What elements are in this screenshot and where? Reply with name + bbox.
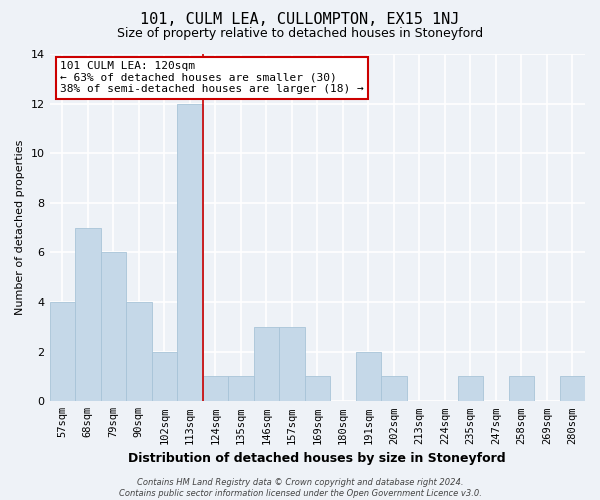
Bar bbox=[560, 376, 585, 402]
Bar bbox=[279, 327, 305, 402]
Bar bbox=[356, 352, 381, 402]
Y-axis label: Number of detached properties: Number of detached properties bbox=[15, 140, 25, 316]
Bar bbox=[50, 302, 75, 402]
Text: 101, CULM LEA, CULLOMPTON, EX15 1NJ: 101, CULM LEA, CULLOMPTON, EX15 1NJ bbox=[140, 12, 460, 28]
X-axis label: Distribution of detached houses by size in Stoneyford: Distribution of detached houses by size … bbox=[128, 452, 506, 465]
Bar bbox=[254, 327, 279, 402]
Bar bbox=[101, 252, 126, 402]
Bar bbox=[126, 302, 152, 402]
Bar bbox=[305, 376, 330, 402]
Bar bbox=[458, 376, 483, 402]
Bar bbox=[75, 228, 101, 402]
Bar bbox=[177, 104, 203, 402]
Text: Contains HM Land Registry data © Crown copyright and database right 2024.
Contai: Contains HM Land Registry data © Crown c… bbox=[119, 478, 481, 498]
Text: 101 CULM LEA: 120sqm
← 63% of detached houses are smaller (30)
38% of semi-detac: 101 CULM LEA: 120sqm ← 63% of detached h… bbox=[60, 61, 364, 94]
Bar bbox=[381, 376, 407, 402]
Bar bbox=[152, 352, 177, 402]
Text: Size of property relative to detached houses in Stoneyford: Size of property relative to detached ho… bbox=[117, 28, 483, 40]
Bar bbox=[228, 376, 254, 402]
Bar bbox=[509, 376, 534, 402]
Bar bbox=[203, 376, 228, 402]
